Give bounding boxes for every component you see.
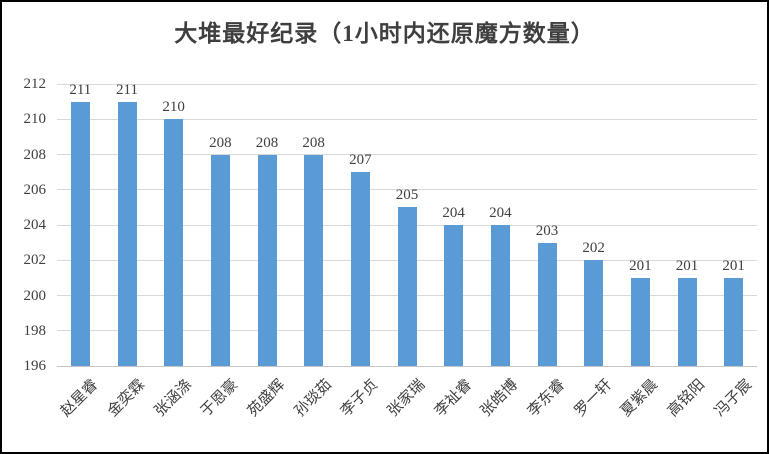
bar-value-label: 211 (116, 81, 138, 98)
bar (397, 207, 417, 366)
bar-value-label: 205 (395, 187, 419, 204)
bar (304, 154, 324, 366)
gridline (57, 154, 757, 155)
bar-value-label: 208 (255, 134, 279, 151)
y-tick-label: 202 (23, 252, 47, 269)
chart-title: 大堆最好纪录（1小时内还原魔方数量） (174, 21, 595, 46)
bar (584, 260, 604, 366)
bar (257, 154, 277, 366)
bar-value-label: 208 (209, 134, 232, 151)
bar-value-label: 201 (675, 257, 699, 274)
bar (490, 225, 510, 366)
y-axis: 196 198 200 202 204 206 208 210 212 (10, 76, 50, 374)
bar (630, 277, 650, 366)
bar (444, 225, 464, 366)
gridline (57, 83, 757, 85)
bar (164, 119, 184, 366)
y-tick-label: 198 (23, 322, 47, 339)
bar-value-label: 202 (582, 240, 605, 257)
bar-value-label: 201 (629, 257, 652, 274)
y-tick-label: 196 (23, 358, 47, 374)
y-tick-label: 210 (23, 111, 47, 128)
y-tick-label: 200 (23, 287, 47, 304)
plot-area: 赵星睿 金奕霖 张涵涤 于恩豪 苑盛辉 孙琰茹 李子贞 张家瑞 李祉睿 张皓博 李东睿 罗一轩 夏紫晨高… (57, 81, 757, 420)
y-tick-label: 208 (23, 146, 47, 163)
gridline (57, 189, 757, 191)
bar-value-label: 211 (69, 81, 92, 98)
bar-value-label: 204 (442, 205, 465, 221)
bar (70, 101, 90, 366)
bar (350, 172, 370, 366)
bar (210, 154, 230, 366)
y-tick-label: 212 (23, 76, 47, 92)
bar-value-label: 210 (162, 99, 185, 116)
bar (677, 277, 697, 366)
y-tick-label: 204 (23, 217, 47, 233)
bar (724, 277, 744, 366)
y-tick-label: 206 (23, 181, 47, 198)
bar-value-label: 204 (489, 205, 512, 221)
bar-value-label: 207 (349, 152, 372, 169)
bar (117, 101, 137, 366)
bar (537, 242, 557, 366)
gridline (57, 118, 757, 120)
gridline (57, 365, 757, 367)
bar-value-label: 201 (722, 257, 745, 274)
bar-value-label: 203 (535, 222, 559, 239)
bar-value-label: 208 (302, 134, 325, 151)
